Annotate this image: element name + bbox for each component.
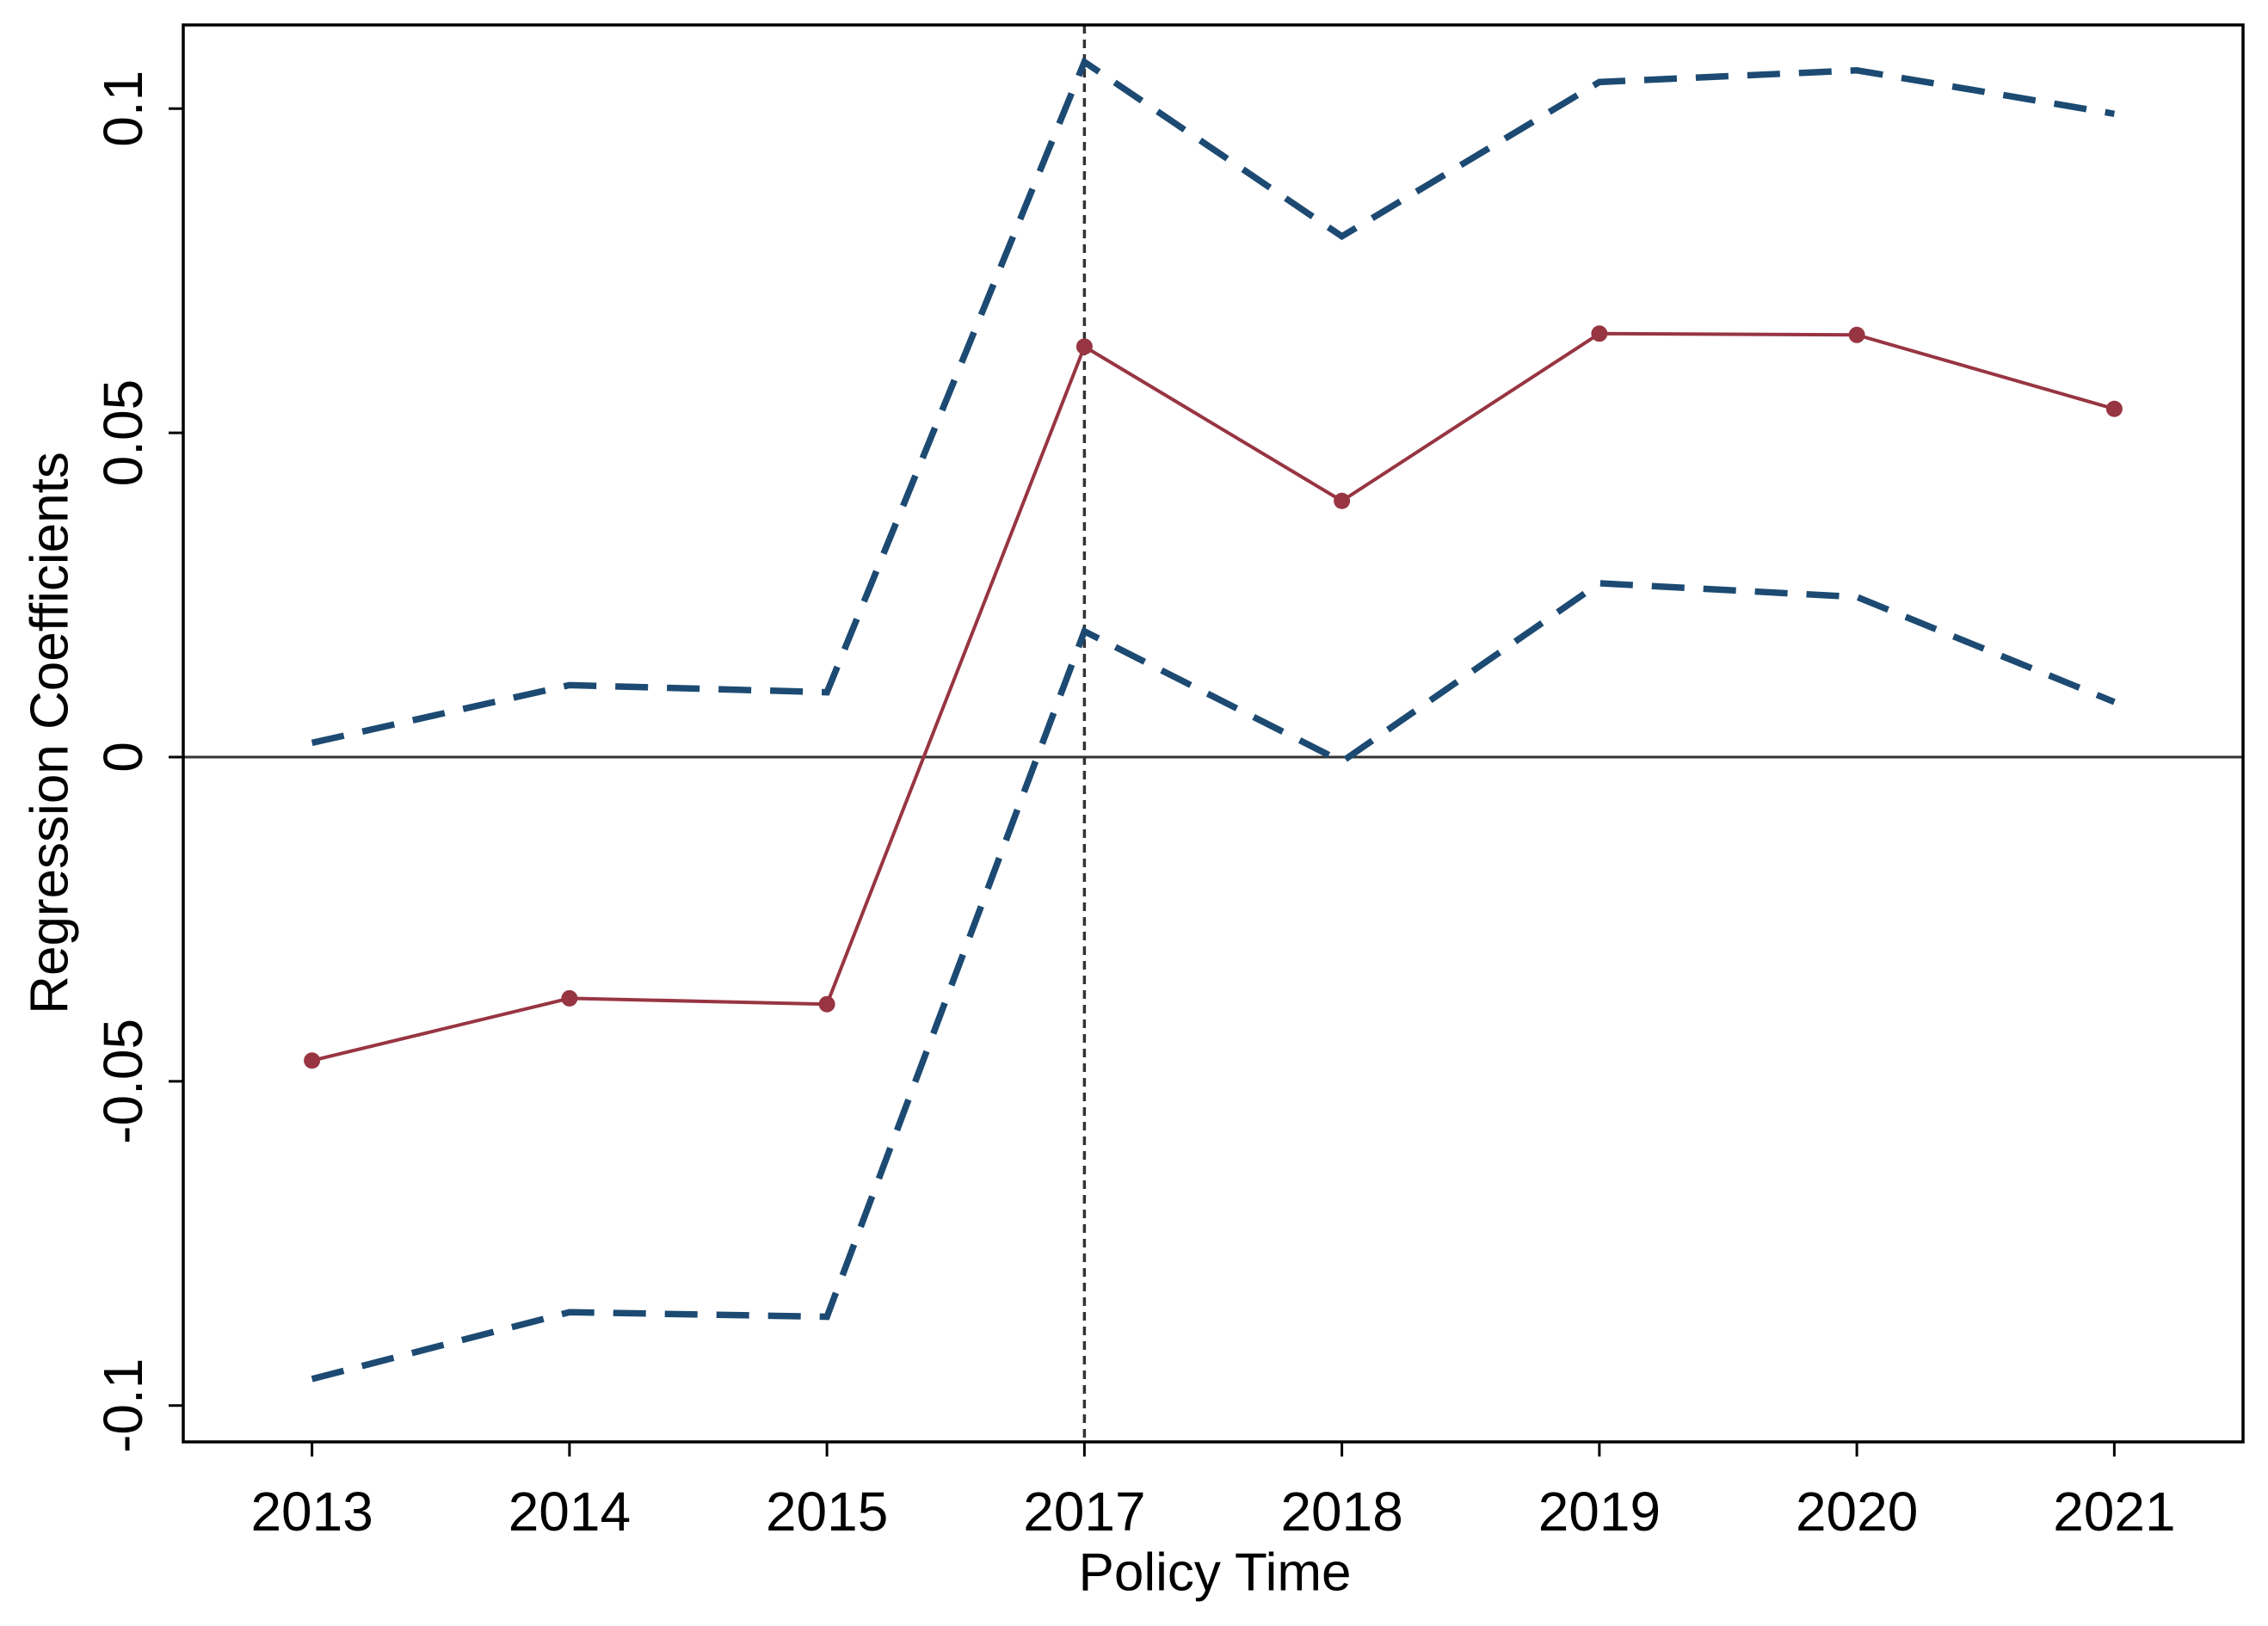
x-tick-label: 2014 [508, 1481, 631, 1543]
x-axis-title: Policy Time [1079, 1543, 1352, 1602]
plot-frame [182, 23, 2245, 1444]
point [304, 1052, 321, 1069]
y-tick-label: 0.1 [92, 71, 154, 147]
x-tick-label: 2021 [2053, 1481, 2175, 1543]
point [1591, 325, 1608, 342]
point [1848, 326, 1865, 343]
point [818, 995, 835, 1013]
point [1075, 338, 1093, 355]
y-tick-label: 0.05 [92, 379, 154, 487]
y-axis-title: Regression Coefficients [20, 452, 79, 1014]
x-tick-label: 2020 [1796, 1481, 1918, 1543]
series-line [311, 331, 2115, 1062]
point [2105, 400, 2123, 417]
x-tick-label: 2018 [1280, 1481, 1402, 1543]
x-tick-label: 2017 [1023, 1481, 1145, 1543]
point [1334, 492, 1351, 509]
x-tick-label: 2019 [1538, 1481, 1661, 1543]
series-line [311, 57, 2115, 747]
y-tick-label: -0.1 [92, 1358, 154, 1453]
x-tick-label: 2015 [766, 1481, 888, 1543]
x-tick-label: 2013 [250, 1481, 373, 1543]
y-tick-label: 0 [92, 742, 154, 773]
series-line [311, 580, 2116, 1383]
point [561, 989, 578, 1007]
y-tick-label: -0.05 [92, 1019, 154, 1144]
